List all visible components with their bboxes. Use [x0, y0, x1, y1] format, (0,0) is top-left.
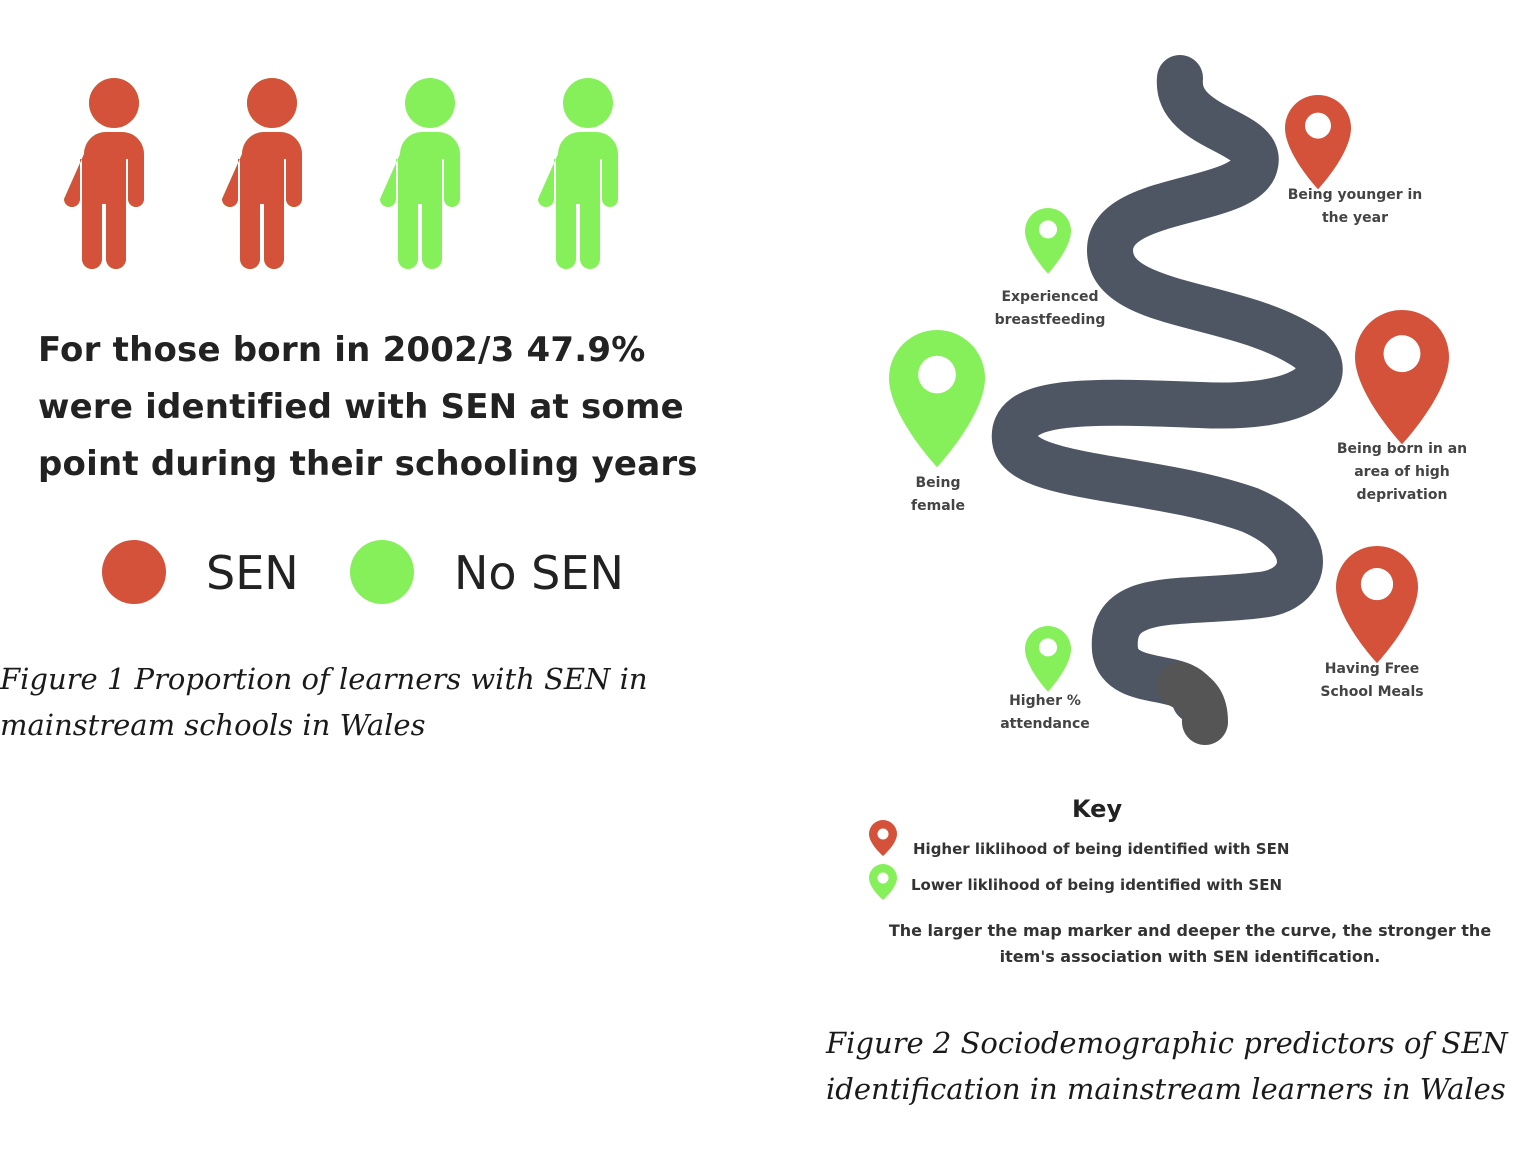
- figure1-caption: Figure 1 Proportion of learners with SEN…: [0, 656, 648, 748]
- label-line: Being born in an: [1336, 441, 1468, 457]
- label-line: Experienced: [1001, 289, 1099, 305]
- key-lower-label: Lower liklihood of being identified with…: [911, 876, 1283, 894]
- marker-label: Higher % attendance: [955, 690, 1135, 736]
- label-line: deprivation: [1356, 487, 1448, 503]
- label-line: Being: [915, 475, 961, 491]
- map-pin-icon: [1025, 626, 1071, 692]
- label-line: female: [911, 498, 965, 514]
- legend-sen-swatch: [102, 540, 166, 604]
- legend-no-sen-swatch: [350, 540, 414, 604]
- key-higher-label: Higher liklihood of being identified wit…: [913, 840, 1290, 858]
- label-line: Being younger in: [1287, 187, 1423, 203]
- note-line: item's association with SEN identificati…: [999, 947, 1381, 966]
- key-higher-pin-icon: [869, 820, 897, 856]
- statement-line: were identified with SEN at some: [38, 387, 684, 427]
- map-pin-icon: [1025, 208, 1071, 274]
- marker-label: Experienced breastfeeding: [960, 286, 1140, 332]
- person-icon: [64, 78, 144, 269]
- road-end: [1157, 662, 1228, 745]
- label-line: the year: [1321, 210, 1388, 226]
- label-line: Higher %: [1009, 693, 1081, 709]
- label-line: attendance: [1000, 716, 1090, 732]
- key-note: The larger the map marker and deeper the…: [860, 918, 1520, 970]
- legend-sen-label: SEN: [206, 546, 299, 600]
- note-line: The larger the map marker and deeper the…: [888, 921, 1492, 940]
- caption-line: Figure 1 Proportion of learners with SEN…: [0, 662, 648, 696]
- person-icon: [538, 78, 618, 269]
- label-line: Having Free: [1324, 661, 1420, 677]
- figure2-caption: Figure 2 Sociodemographic predictors of …: [826, 1020, 1508, 1112]
- legend-no-sen-label: No SEN: [454, 546, 624, 600]
- map-pin-icon: [1355, 310, 1449, 445]
- label-line: area of high: [1354, 464, 1450, 480]
- map-pin-icon: [1285, 95, 1351, 190]
- person-icon: [380, 78, 460, 269]
- winding-road: [991, 55, 1343, 723]
- map-pin-icon: [889, 330, 985, 468]
- caption-line: identification in mainstream learners in…: [826, 1072, 1506, 1106]
- people-pictogram: [64, 78, 618, 269]
- map-pin-icon: [1336, 546, 1418, 664]
- person-icon: [222, 78, 302, 269]
- marker-label: Being born in an area of high deprivation: [1312, 438, 1492, 507]
- statement-line: point during their schooling years: [38, 444, 698, 484]
- marker-label: Having Free School Meals: [1282, 658, 1462, 704]
- key-pins: [869, 820, 897, 900]
- marker-label: Being female: [848, 472, 1028, 518]
- marker-label: Being younger in the year: [1265, 184, 1445, 230]
- statement-line: For those born in 2002/3 47.9%: [38, 330, 646, 370]
- sen-statement: For those born in 2002/3 47.9% were iden…: [38, 322, 718, 493]
- caption-line: mainstream schools in Wales: [0, 708, 426, 742]
- caption-line: Figure 2 Sociodemographic predictors of …: [826, 1026, 1508, 1060]
- label-line: School Meals: [1320, 684, 1424, 700]
- label-line: breastfeeding: [994, 312, 1106, 328]
- key-title: Key: [1072, 795, 1123, 823]
- key-lower-pin-icon: [869, 864, 897, 900]
- predictors-road-diagram: [889, 55, 1449, 745]
